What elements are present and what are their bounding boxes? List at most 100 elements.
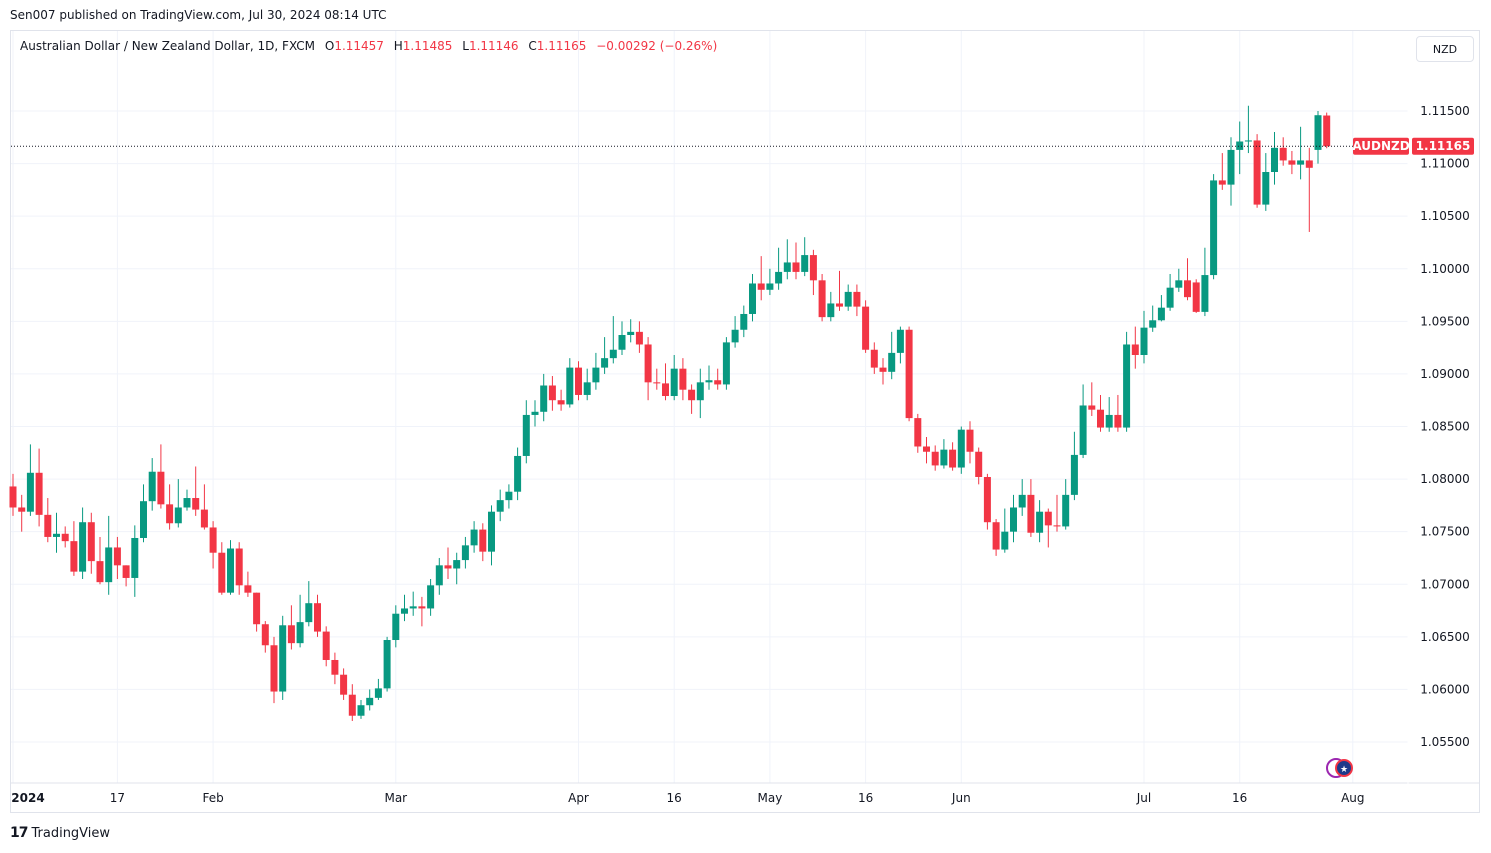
x-tick-label: 17 xyxy=(110,791,125,805)
candle-body xyxy=(53,533,60,537)
candle-body xyxy=(1088,405,1096,410)
candle xyxy=(1244,105,1252,154)
candle xyxy=(557,389,565,411)
candle-body xyxy=(305,603,313,623)
candle xyxy=(1079,384,1087,459)
candle-body xyxy=(1149,320,1157,328)
symbol-title[interactable]: Australian Dollar / New Zealand Dollar, … xyxy=(20,39,316,53)
candle xyxy=(348,684,356,721)
candle-body xyxy=(505,491,513,501)
y-tick-label: 1.09000 xyxy=(1420,367,1470,381)
change-value: −0.00292 (−0.26%) xyxy=(596,39,718,53)
candle-body xyxy=(1018,494,1026,508)
candle-body xyxy=(575,367,582,395)
candle-body xyxy=(1210,180,1218,276)
candle xyxy=(766,268,774,296)
y-tick-label: 1.10500 xyxy=(1420,209,1470,223)
candle-body xyxy=(896,329,904,353)
candle xyxy=(9,473,17,516)
candle-body xyxy=(270,645,278,692)
currency-button[interactable]: NZD xyxy=(1416,36,1474,62)
candle-body xyxy=(522,414,530,456)
candle-body xyxy=(749,283,756,314)
candle-body xyxy=(409,606,417,609)
candle-body xyxy=(427,585,435,609)
candle-body xyxy=(192,498,200,510)
candle-body xyxy=(235,548,243,586)
tradingview-logo[interactable]: 17 TradingView xyxy=(10,825,110,841)
candle xyxy=(923,437,930,464)
candle xyxy=(705,365,713,390)
publish-info: Sen007 published on TradingView.com, Jul… xyxy=(10,8,387,22)
candle-body xyxy=(61,533,69,542)
candle xyxy=(35,448,43,527)
candle-body xyxy=(79,522,87,572)
candle xyxy=(1227,137,1235,206)
candle xyxy=(444,547,452,580)
candle-body xyxy=(340,674,348,695)
candle xyxy=(209,521,217,569)
candle-body xyxy=(261,624,269,646)
candle xyxy=(975,447,983,485)
candle xyxy=(775,247,783,290)
candle-body xyxy=(148,471,156,502)
candle-body xyxy=(635,331,643,345)
candle-body xyxy=(87,522,95,562)
candle-body xyxy=(531,411,539,415)
candle-body xyxy=(453,560,461,569)
candle xyxy=(1157,295,1165,322)
candle-body xyxy=(1271,147,1278,172)
candle-body xyxy=(279,625,287,692)
candle-body xyxy=(966,429,974,452)
candle-body xyxy=(1123,344,1131,428)
low-label: L xyxy=(462,39,469,53)
candle-body xyxy=(540,385,548,412)
candle xyxy=(53,512,60,553)
chart-legend: Australian Dollar / New Zealand Dollar, … xyxy=(20,39,717,53)
candle xyxy=(696,368,704,419)
candle-body xyxy=(844,291,852,307)
candle-body xyxy=(496,500,504,512)
candle xyxy=(1323,112,1331,149)
candle xyxy=(618,321,626,355)
candle xyxy=(931,445,939,471)
candle-body xyxy=(757,283,765,290)
candle xyxy=(662,363,669,401)
candle xyxy=(1210,174,1218,280)
candle-body xyxy=(1288,160,1296,165)
candle-body xyxy=(888,352,896,372)
candle-body xyxy=(870,349,878,368)
candle-body xyxy=(1105,414,1113,428)
candle-body xyxy=(1131,344,1139,355)
candle xyxy=(305,581,313,627)
candle xyxy=(548,376,556,411)
candle xyxy=(244,571,252,597)
candle xyxy=(270,636,278,704)
svg-text:★: ★ xyxy=(1340,765,1348,775)
candle xyxy=(644,337,652,401)
chart-frame xyxy=(10,30,1480,813)
candle xyxy=(1018,479,1026,516)
candle-body xyxy=(1314,115,1322,150)
candle-body xyxy=(287,625,295,644)
candle xyxy=(453,552,461,585)
candle xyxy=(1271,132,1278,185)
candle-body xyxy=(166,504,174,524)
candle-body xyxy=(1227,149,1235,185)
x-tick-label: Mar xyxy=(384,791,407,805)
candle xyxy=(862,300,870,353)
candle xyxy=(635,321,643,353)
candle xyxy=(1279,137,1287,166)
candle xyxy=(174,479,182,528)
candle-body xyxy=(1062,494,1070,527)
candle-body xyxy=(44,514,52,537)
candle-body xyxy=(314,603,321,632)
candle xyxy=(653,368,661,390)
candle xyxy=(227,540,234,595)
candle-body xyxy=(366,697,374,706)
candle-body xyxy=(157,471,165,505)
candle-body xyxy=(1236,141,1244,150)
candle-body xyxy=(879,367,887,372)
y-tick-label: 1.06000 xyxy=(1420,682,1470,696)
